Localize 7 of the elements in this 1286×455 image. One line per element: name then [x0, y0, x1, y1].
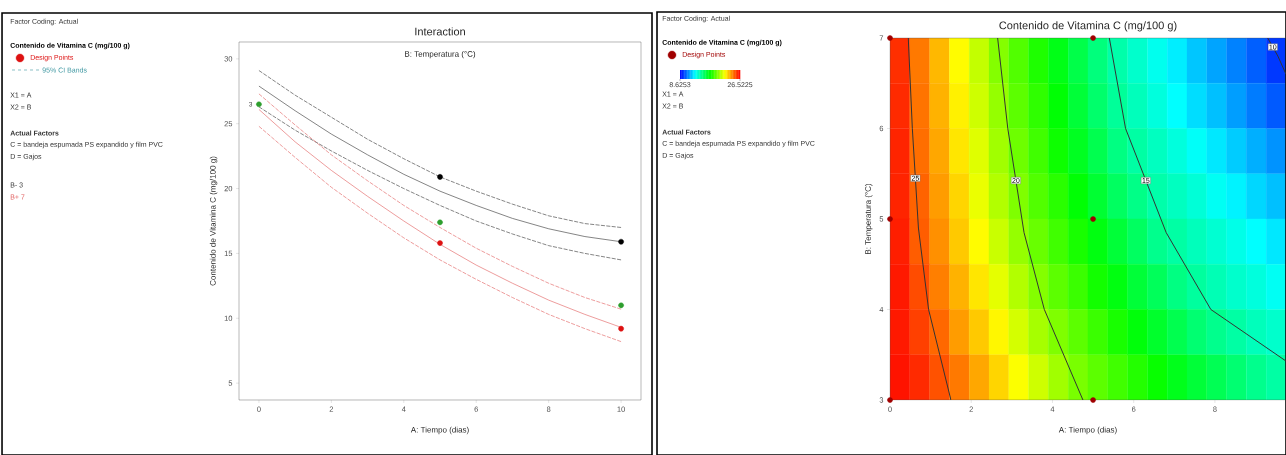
y-axis-title: B: Temperatura (°C): [864, 183, 873, 254]
x-axis-title: A: Tiempo (dias): [410, 426, 469, 435]
chart-title: Interaction: [415, 27, 465, 36]
chart-title: Contenido de Vitamina C (mg/100 g): [999, 21, 1177, 32]
y-axis-title: Contenido de Vitamina C (mg/100 g): [209, 156, 218, 286]
x-axis-title: A: Tiempo (dias): [1058, 426, 1117, 435]
text: B: Temperatura (°C): [405, 50, 476, 59]
